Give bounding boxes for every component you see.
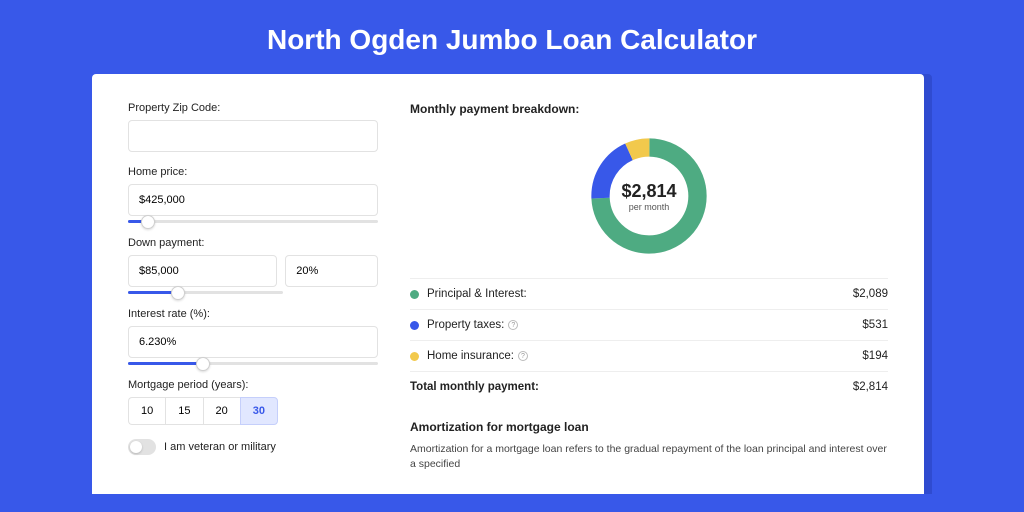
home-price-input[interactable] bbox=[128, 184, 378, 216]
mortgage-period-option-20[interactable]: 20 bbox=[203, 397, 240, 425]
home-price-field: Home price: bbox=[128, 166, 378, 223]
down-payment-field: Down payment: bbox=[128, 237, 378, 294]
mortgage-period-group: 10152030 bbox=[128, 397, 378, 425]
donut-sub: per month bbox=[629, 202, 670, 212]
zip-input[interactable] bbox=[128, 120, 378, 152]
donut-chart-wrap: $2,814 per month bbox=[410, 126, 888, 278]
legend-value: $531 bbox=[862, 319, 888, 331]
breakdown-panel: Monthly payment breakdown: $2,814 per mo… bbox=[410, 102, 888, 494]
total-value: $2,814 bbox=[853, 381, 888, 393]
legend-row-total: Total monthly payment:$2,814 bbox=[410, 372, 888, 402]
interest-rate-input[interactable] bbox=[128, 326, 378, 358]
legend-dot bbox=[410, 352, 419, 361]
legend-label: Principal & Interest: bbox=[427, 288, 853, 300]
interest-rate-label: Interest rate (%): bbox=[128, 308, 378, 320]
info-icon[interactable]: ? bbox=[518, 351, 528, 361]
info-icon[interactable]: ? bbox=[508, 320, 518, 330]
zip-field: Property Zip Code: bbox=[128, 102, 378, 152]
card-shadow: Property Zip Code: Home price: Down paym… bbox=[92, 74, 932, 494]
amortization-title: Amortization for mortgage loan bbox=[410, 420, 888, 434]
breakdown-title: Monthly payment breakdown: bbox=[410, 102, 888, 116]
interest-rate-field: Interest rate (%): bbox=[128, 308, 378, 365]
amortization-section: Amortization for mortgage loan Amortizat… bbox=[410, 420, 888, 471]
mortgage-period-label: Mortgage period (years): bbox=[128, 379, 378, 391]
legend-row-home_insurance: Home insurance: ?$194 bbox=[410, 341, 888, 372]
legend-value: $194 bbox=[862, 350, 888, 362]
legend-value: $2,089 bbox=[853, 288, 888, 300]
total-label: Total monthly payment: bbox=[410, 381, 853, 393]
mortgage-period-option-10[interactable]: 10 bbox=[128, 397, 165, 425]
home-price-label: Home price: bbox=[128, 166, 378, 178]
down-payment-label: Down payment: bbox=[128, 237, 378, 249]
mortgage-period-field: Mortgage period (years): 10152030 bbox=[128, 379, 378, 425]
page-title: North Ogden Jumbo Loan Calculator bbox=[0, 0, 1024, 74]
veteran-toggle-row: I am veteran or military bbox=[128, 439, 378, 455]
mortgage-period-option-30[interactable]: 30 bbox=[240, 397, 278, 425]
legend: Principal & Interest:$2,089Property taxe… bbox=[410, 278, 888, 402]
down-payment-amount-input[interactable] bbox=[128, 255, 277, 287]
home-price-slider[interactable] bbox=[128, 220, 378, 223]
legend-dot bbox=[410, 321, 419, 330]
donut-amount: $2,814 bbox=[621, 181, 676, 202]
zip-label: Property Zip Code: bbox=[128, 102, 378, 114]
interest-rate-slider[interactable] bbox=[128, 362, 378, 365]
legend-label: Home insurance: ? bbox=[427, 350, 862, 362]
amortization-text: Amortization for a mortgage loan refers … bbox=[410, 442, 888, 471]
donut-chart: $2,814 per month bbox=[585, 132, 713, 260]
legend-row-principal_interest: Principal & Interest:$2,089 bbox=[410, 279, 888, 310]
legend-row-property_taxes: Property taxes: ?$531 bbox=[410, 310, 888, 341]
form-panel: Property Zip Code: Home price: Down paym… bbox=[128, 102, 378, 494]
legend-dot bbox=[410, 290, 419, 299]
veteran-label: I am veteran or military bbox=[164, 441, 276, 453]
mortgage-period-option-15[interactable]: 15 bbox=[165, 397, 202, 425]
legend-label: Property taxes: ? bbox=[427, 319, 862, 331]
veteran-toggle[interactable] bbox=[128, 439, 156, 455]
down-payment-slider[interactable] bbox=[128, 291, 283, 294]
down-payment-percent-input[interactable] bbox=[285, 255, 378, 287]
calculator-card: Property Zip Code: Home price: Down paym… bbox=[92, 74, 924, 494]
